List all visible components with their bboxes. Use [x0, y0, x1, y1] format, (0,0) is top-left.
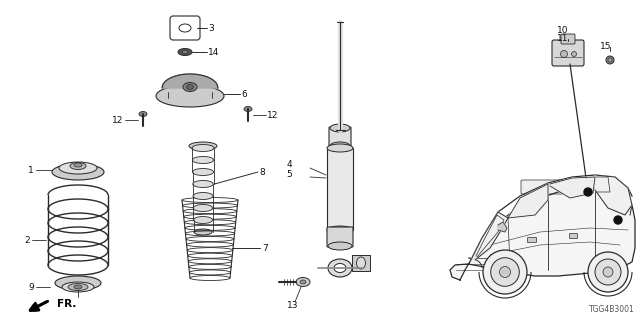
Bar — [327, 148, 353, 230]
Circle shape — [614, 216, 622, 224]
Text: 9: 9 — [28, 283, 34, 292]
Ellipse shape — [334, 263, 346, 273]
Text: 8: 8 — [259, 167, 265, 177]
Ellipse shape — [182, 51, 188, 53]
Polygon shape — [450, 188, 635, 280]
Polygon shape — [550, 177, 595, 198]
Ellipse shape — [244, 107, 252, 111]
Circle shape — [483, 250, 527, 294]
Ellipse shape — [300, 280, 306, 284]
Text: 15: 15 — [600, 42, 612, 51]
Text: 3: 3 — [208, 23, 214, 33]
Bar — [352, 255, 370, 271]
Ellipse shape — [193, 180, 213, 188]
Ellipse shape — [194, 229, 212, 235]
Ellipse shape — [59, 162, 97, 174]
Ellipse shape — [68, 284, 88, 291]
Text: 2: 2 — [24, 236, 30, 244]
Text: TGG4B3001: TGG4B3001 — [589, 305, 635, 314]
Ellipse shape — [572, 52, 577, 57]
Ellipse shape — [606, 56, 614, 64]
FancyBboxPatch shape — [521, 180, 563, 194]
Ellipse shape — [356, 257, 365, 269]
Ellipse shape — [192, 145, 214, 151]
Circle shape — [595, 259, 621, 285]
Text: 4: 4 — [286, 159, 292, 169]
Ellipse shape — [328, 259, 352, 277]
Ellipse shape — [193, 204, 212, 212]
Ellipse shape — [608, 58, 612, 62]
FancyBboxPatch shape — [552, 40, 584, 66]
Ellipse shape — [74, 163, 82, 167]
Circle shape — [499, 267, 511, 277]
Ellipse shape — [139, 111, 147, 116]
Ellipse shape — [70, 163, 86, 170]
FancyBboxPatch shape — [570, 234, 577, 238]
Ellipse shape — [183, 83, 197, 92]
Text: 12: 12 — [267, 110, 278, 119]
Text: FR.: FR. — [57, 299, 76, 309]
Ellipse shape — [55, 276, 101, 290]
Circle shape — [491, 258, 519, 286]
Ellipse shape — [192, 156, 214, 164]
Text: 7: 7 — [262, 244, 268, 252]
Polygon shape — [162, 74, 218, 88]
Ellipse shape — [193, 193, 213, 199]
Polygon shape — [498, 222, 507, 232]
Circle shape — [584, 188, 592, 196]
Ellipse shape — [330, 142, 350, 150]
Polygon shape — [508, 184, 548, 218]
Polygon shape — [472, 212, 508, 260]
Ellipse shape — [330, 124, 350, 132]
Text: 14: 14 — [208, 47, 220, 57]
Polygon shape — [595, 175, 632, 215]
Ellipse shape — [74, 285, 82, 289]
Text: 5: 5 — [286, 170, 292, 179]
Ellipse shape — [561, 51, 568, 58]
FancyBboxPatch shape — [327, 227, 353, 247]
Ellipse shape — [193, 217, 212, 223]
Ellipse shape — [327, 226, 353, 234]
Text: 1: 1 — [28, 165, 34, 174]
Ellipse shape — [178, 49, 192, 55]
Text: 6: 6 — [241, 90, 247, 99]
Text: 12: 12 — [111, 116, 123, 124]
Ellipse shape — [179, 24, 191, 32]
Ellipse shape — [328, 242, 352, 250]
Ellipse shape — [189, 142, 217, 150]
Ellipse shape — [156, 85, 224, 107]
FancyBboxPatch shape — [527, 237, 536, 243]
Ellipse shape — [186, 84, 193, 90]
Circle shape — [603, 267, 613, 277]
Circle shape — [588, 252, 628, 292]
FancyBboxPatch shape — [561, 34, 575, 44]
Ellipse shape — [193, 169, 214, 175]
Ellipse shape — [296, 277, 310, 286]
Ellipse shape — [327, 144, 353, 152]
Text: 11: 11 — [557, 34, 569, 43]
Text: 13: 13 — [287, 301, 299, 310]
Ellipse shape — [52, 164, 104, 180]
Text: 10: 10 — [557, 26, 569, 35]
FancyBboxPatch shape — [329, 127, 351, 147]
FancyBboxPatch shape — [170, 16, 200, 40]
Ellipse shape — [62, 282, 94, 292]
